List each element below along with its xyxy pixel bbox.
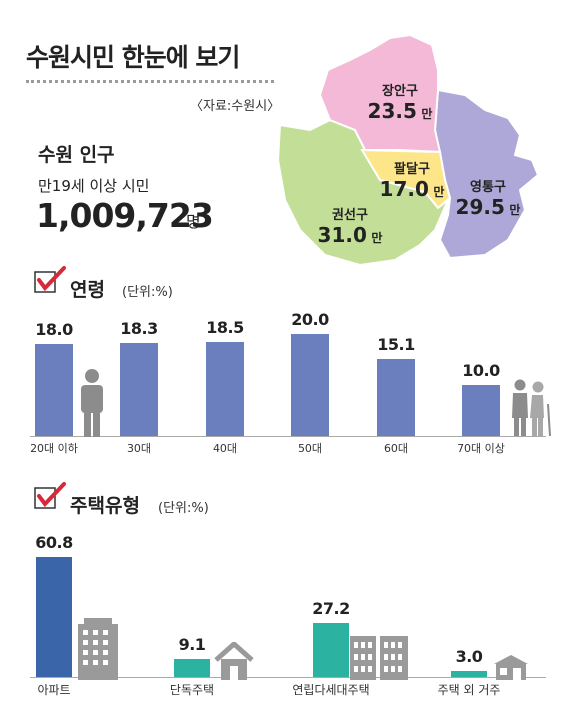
housing-section-heading: 주택유형 <box>70 495 140 517</box>
district-gwonseon-unit: 만 <box>371 231 383 245</box>
district-jangan-name: 장안구 <box>382 84 418 99</box>
age-value-label: 18.3 <box>120 319 158 338</box>
population-value: 1,009,723 <box>36 196 214 235</box>
housing-bar <box>313 623 349 677</box>
age-value-label: 18.0 <box>35 320 73 339</box>
apartment-building-icon <box>78 618 118 680</box>
age-category-label: 40대 <box>212 442 238 455</box>
district-paldal <box>360 148 452 210</box>
district-gwonseon-value: 31.0 <box>317 223 367 247</box>
district-jangan-unit: 만 <box>421 107 433 121</box>
elderly-couple-icon <box>512 379 551 436</box>
age-bar <box>462 385 500 436</box>
district-paldal-label: 팔달구 17.0 만 <box>362 158 462 201</box>
age-unit-note: (단위:%) <box>122 285 173 300</box>
housing-bar <box>174 659 210 677</box>
district-gwonseon-label: 권선구 31.0 만 <box>300 204 400 247</box>
age-value-label: 20.0 <box>291 310 329 329</box>
house-icon <box>214 642 254 680</box>
district-paldal-name: 팔달구 <box>394 162 430 177</box>
age-category-label: 30대 <box>126 442 152 455</box>
population-unit: 명 <box>186 212 201 231</box>
district-paldal-unit: 만 <box>433 185 445 199</box>
age-value-label: 18.5 <box>206 318 244 337</box>
population-label: 수원 인구 <box>38 144 115 166</box>
district-paldal-value: 17.0 <box>379 177 429 201</box>
age-bar <box>120 343 158 436</box>
age-category-label: 60대 <box>383 442 409 455</box>
housing-category-label: 주택 외 거주 <box>437 683 501 697</box>
age-category-label: 20대 이하 <box>30 442 78 455</box>
housing-value-label: 60.8 <box>35 533 73 552</box>
housing-bar <box>451 671 487 677</box>
person-icon <box>81 369 103 437</box>
age-bar <box>291 334 329 436</box>
district-yeongtong-value: 29.5 <box>455 195 505 219</box>
housing-category-label: 아파트 <box>37 683 71 697</box>
district-map <box>276 33 540 267</box>
district-jangan-value: 23.5 <box>367 99 417 123</box>
age-category-label: 50대 <box>297 442 323 455</box>
district-yeongtong-unit: 만 <box>509 203 521 217</box>
district-gwonseon-name: 권선구 <box>332 208 368 223</box>
district-jangan-label: 장안구 23.5 만 <box>350 80 450 123</box>
age-category-label: 70대 이상 <box>457 442 505 455</box>
shop-house-icon <box>494 655 528 680</box>
age-bar <box>206 342 244 436</box>
age-bar <box>35 344 73 436</box>
age-bar <box>377 359 415 436</box>
housing-value-label: 27.2 <box>312 599 350 618</box>
age-value-label: 15.1 <box>377 335 415 354</box>
housing-category-label: 단독주택 <box>169 683 215 697</box>
district-yeongtong-name: 영통구 <box>470 180 506 195</box>
source-note: 〈자료:수원시〉 <box>190 99 281 114</box>
district-jangan <box>318 33 442 154</box>
population-sublabel: 만19세 이상 시민 <box>38 177 150 195</box>
housing-category-label: 연립다세대주택 <box>292 683 370 697</box>
page-title: 수원시민 한눈에 보기 <box>26 43 240 72</box>
housing-unit-note: (단위:%) <box>158 501 209 516</box>
age-section-heading: 연령 <box>70 279 105 301</box>
checkbox-check-icon <box>34 482 66 510</box>
district-yeongtong-label: 영통구 29.5 만 <box>438 176 538 219</box>
checkbox-check-icon <box>34 266 66 294</box>
age-value-label: 10.0 <box>462 361 500 380</box>
housing-bar <box>36 557 72 677</box>
title-divider <box>26 80 274 83</box>
multiplex-building-icon <box>350 636 408 680</box>
